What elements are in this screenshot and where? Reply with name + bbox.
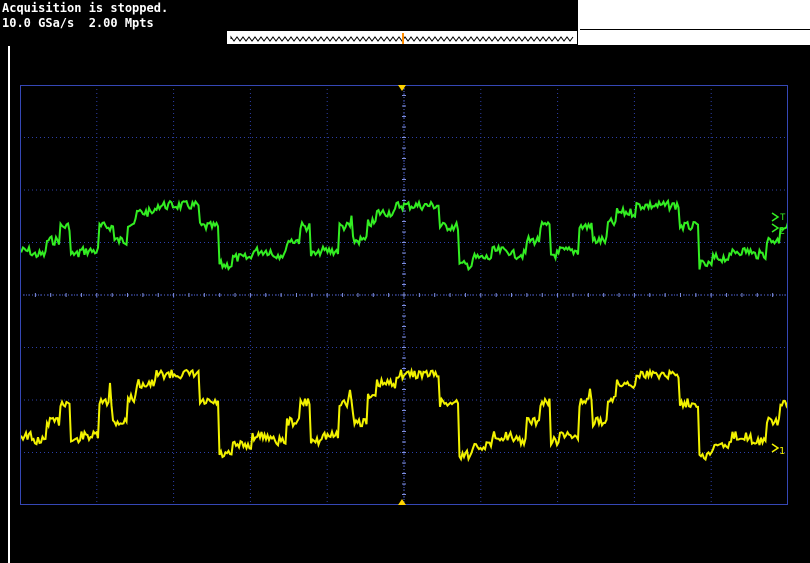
memory-overview-bar[interactable] — [226, 30, 578, 45]
display-left-border — [8, 46, 10, 563]
memory-depth: 2.00 Mpts — [88, 16, 154, 30]
channel-2-marker-icon[interactable]: T 2 — [771, 212, 786, 237]
grid-lines — [20, 85, 788, 505]
graticule-plot[interactable]: T 2 1 — [20, 85, 788, 505]
channel-1-marker-icon[interactable]: 1 — [771, 443, 785, 457]
status-bar: Acquisition is stopped. 10.0 GSa/s 2.00 … — [0, 0, 810, 45]
trigger-position-icon[interactable] — [398, 85, 406, 91]
status-divider — [580, 29, 810, 30]
sample-rate: 10.0 GSa/s — [2, 16, 75, 30]
channel-1-label: 1 — [779, 446, 785, 457]
waveform-display: T 2 1 — [8, 46, 810, 563]
acquisition-settings: 10.0 GSa/s 2.00 Mpts — [2, 16, 154, 30]
channel-2-label: 2 — [779, 226, 785, 237]
channel-2-waveform — [20, 198, 788, 272]
graticule: T 2 1 — [20, 85, 788, 505]
trigger-position-bottom-icon — [398, 499, 406, 505]
acquisition-status: Acquisition is stopped. — [2, 1, 169, 15]
memory-overview-icon — [230, 33, 574, 44]
trigger-level-label: T — [780, 213, 786, 223]
channel-1-waveform — [20, 366, 788, 463]
status-right-panel — [578, 0, 810, 45]
